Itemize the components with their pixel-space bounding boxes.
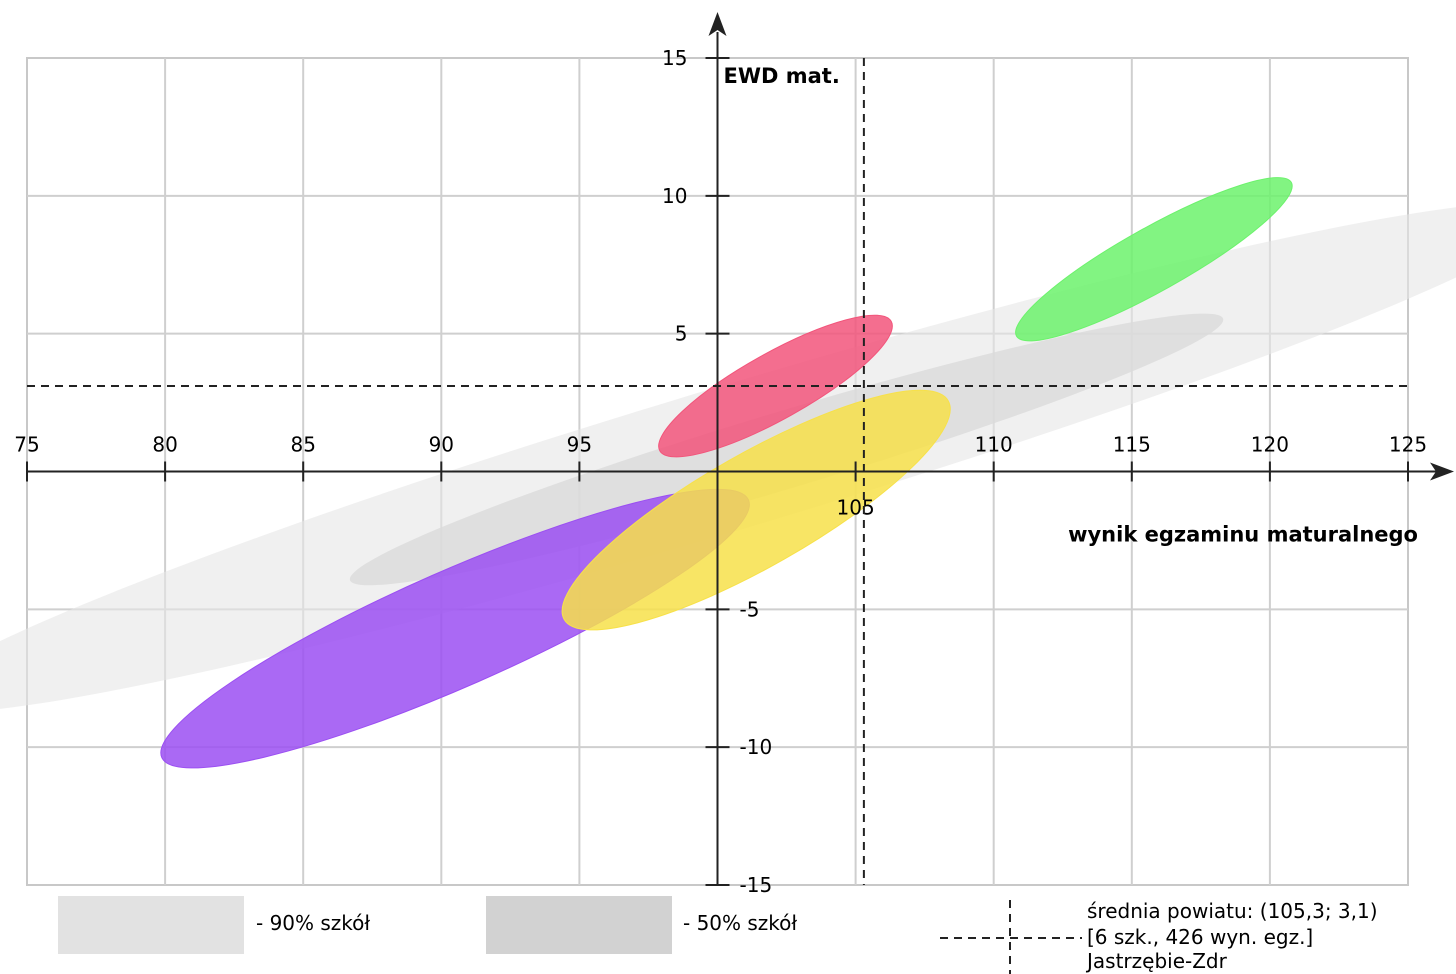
x-tick-label: 75: [14, 433, 39, 457]
legend-swatch-90: [58, 896, 244, 954]
y-tick-label: -15: [740, 873, 773, 897]
y-axis-arrow: [708, 12, 727, 36]
legend-average-line3: Jastrzębie-Zdr: [1085, 949, 1228, 973]
x-tick-label: 95: [567, 433, 592, 457]
legend: - 90% szkół - 50% szkół średnia powiatu:…: [58, 896, 1378, 974]
x-tick-label: 85: [290, 433, 315, 457]
x-tick-label: 80: [152, 433, 177, 457]
axes: [26, 12, 1454, 886]
y-tick-label: 10: [662, 184, 687, 208]
y-tick-label: 5: [675, 322, 688, 346]
y-tick-label: 15: [662, 46, 687, 70]
legend-average-line2: [6 szk., 426 wyn. egz.]: [1087, 925, 1313, 949]
school-point: [1015, 177, 1293, 342]
y-axis-title: EWD mat.: [724, 64, 840, 88]
y-tick-label: -10: [740, 735, 773, 759]
x-tick-label: 110: [975, 433, 1013, 457]
x-tick-label: 105: [837, 496, 875, 520]
average-reference-lines: [27, 58, 1408, 885]
x-axis-arrow: [1430, 462, 1454, 481]
y-tick-label: -5: [740, 597, 760, 621]
legend-label-90: - 90% szkół: [256, 911, 370, 935]
x-tick-label: 115: [1113, 433, 1151, 457]
school-point: [561, 389, 951, 631]
x-tick-label: 120: [1251, 433, 1289, 457]
legend-swatch-50: [486, 896, 672, 954]
x-axis-title: wynik egzaminu maturalnego: [1068, 523, 1418, 547]
legend-average-line1: średnia powiatu: (105,3; 3,1): [1087, 899, 1378, 923]
x-tick-label: 90: [429, 433, 454, 457]
legend-label-50: - 50% szkół: [683, 911, 797, 935]
x-tick-label: 125: [1389, 433, 1427, 457]
